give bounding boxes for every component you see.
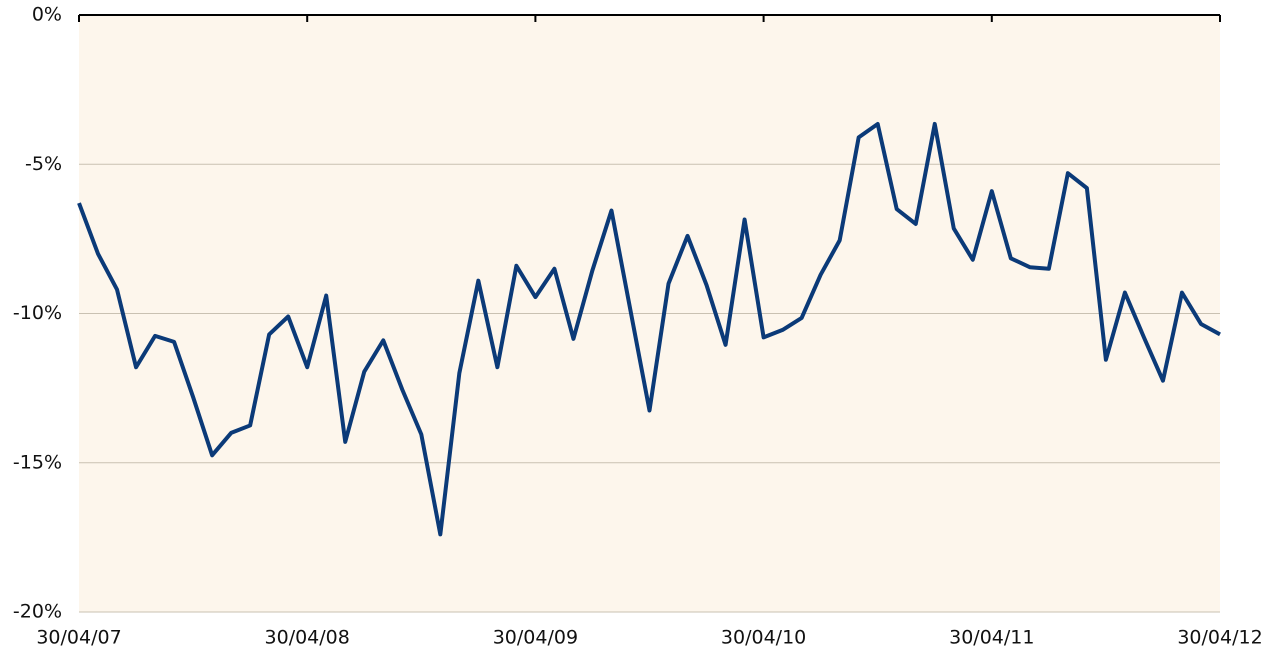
- y-tick-label: -20%: [13, 601, 62, 623]
- y-tick-label: -15%: [13, 451, 62, 473]
- line-series: [77, 121, 1221, 537]
- x-tick-label: 30/04/11: [949, 627, 1034, 649]
- x-tick-label: 30/04/07: [36, 627, 121, 649]
- x-tick-label: 30/04/09: [493, 627, 578, 649]
- y-tick-label: -5%: [25, 153, 62, 175]
- x-tick-label: 30/04/10: [721, 627, 806, 649]
- x-tick-label: 30/04/08: [265, 627, 350, 649]
- x-tick-label: 30/04/12: [1177, 627, 1262, 649]
- y-tick-label: 0%: [32, 4, 62, 26]
- y-tick-label: -10%: [13, 302, 62, 324]
